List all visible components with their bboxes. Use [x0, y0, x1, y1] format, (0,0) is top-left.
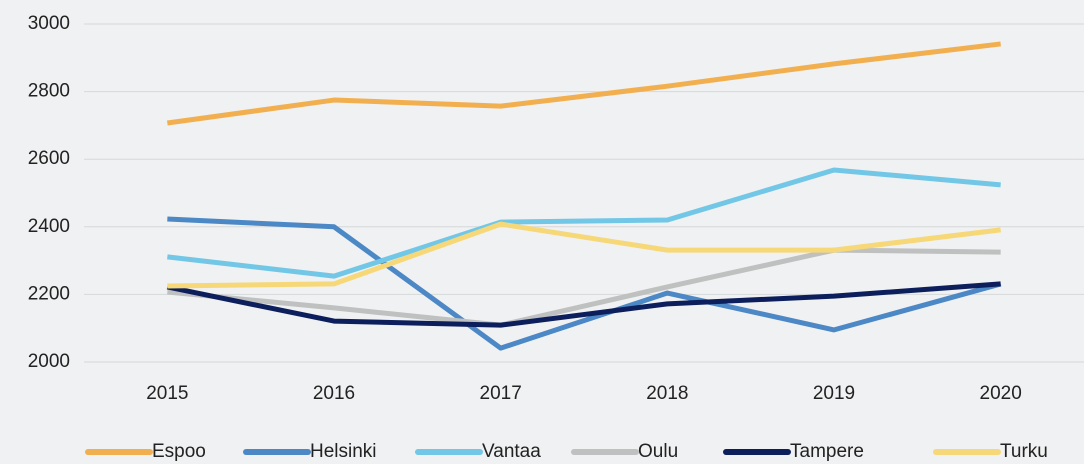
- legend-label: Oulu: [638, 441, 678, 462]
- legend-label: Turku: [1000, 441, 1048, 462]
- y-tick-label: 2200: [28, 283, 70, 304]
- x-tick-label: 2017: [480, 383, 522, 404]
- y-tick-label: 2000: [28, 351, 70, 372]
- y-tick-label: 2800: [28, 81, 70, 102]
- legend-label: Vantaa: [482, 441, 541, 462]
- series-line: [167, 167, 1001, 279]
- series-line: [166, 281, 1001, 328]
- y-tick-label: 2400: [28, 216, 70, 237]
- y-tick-label: 3000: [28, 13, 70, 34]
- legend-label: Tampere: [790, 441, 864, 462]
- x-tick-label: 2016: [313, 383, 355, 404]
- legend-label: Espoo: [152, 441, 206, 462]
- x-tick-label: 2019: [813, 383, 855, 404]
- series-line: [167, 216, 1002, 351]
- y-tick-label: 2600: [28, 148, 70, 169]
- series-line: [167, 221, 1001, 289]
- legend-label: Helsinki: [310, 441, 377, 462]
- series-line: [166, 41, 1001, 126]
- x-tick-label: 2015: [146, 383, 188, 404]
- x-tick-label: 2020: [980, 383, 1022, 404]
- series-line: [167, 247, 1001, 328]
- x-tick-label: 2018: [646, 383, 688, 404]
